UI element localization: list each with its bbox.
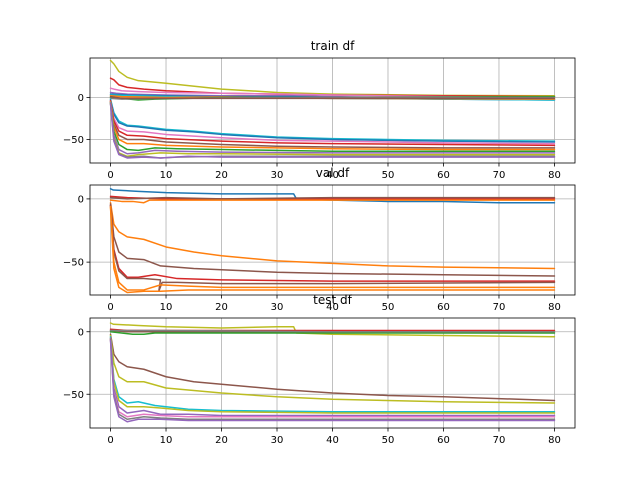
series-line-3 [109,196,556,200]
series-line-17 [109,101,556,152]
x-tick-label: 30 [271,302,284,313]
x-tick-label: 60 [437,302,450,313]
x-tick-label: 20 [215,435,228,446]
panel-title: test df [313,293,352,307]
x-tick-label: 40 [326,302,339,313]
series-line-9 [109,337,556,414]
x-tick-label: 20 [215,170,228,181]
x-tick-label: 80 [548,435,561,446]
x-tick-label: 70 [493,435,506,446]
series-line-4 [109,199,556,204]
x-tick-label: 30 [271,435,284,446]
series-line-7 [109,334,556,404]
y-tick-label: 0 [78,194,84,205]
y-tick-label: −50 [63,390,84,401]
series-line-3 [109,87,556,99]
x-tick-label: 50 [382,302,395,313]
x-tick-label: 80 [548,302,561,313]
x-tick-label: 10 [160,302,173,313]
panel-title: train df [311,39,355,53]
x-tick-label: 20 [215,302,228,313]
x-tick-label: 40 [326,170,339,181]
series-line-6 [109,203,556,277]
series-line-10 [109,95,556,100]
series-line-10 [109,207,556,294]
series-line-15 [109,100,556,149]
series-group [109,59,556,159]
x-tick-label: 70 [493,170,506,181]
series-line-4 [109,331,556,335]
x-tick-label: 30 [271,170,284,181]
chart-panel-3: 0 10 20 30 40 50 60 70 80 0 −50 test df [63,293,576,446]
series-line-21 [109,103,556,159]
series-line-9 [109,205,556,291]
x-tick-label: 50 [382,435,395,446]
series-line-6 [109,333,556,402]
y-tick-label: −50 [63,135,84,146]
series-line-11 [109,98,556,142]
series-line-8 [109,336,556,413]
series-line-16 [109,100,556,151]
panel-title: val df [316,166,350,180]
series-line-5 [109,329,556,333]
series-line-14 [109,100,556,147]
series-line-13 [109,100,556,145]
series-line-1 [109,188,556,204]
series-group [109,188,556,294]
series-line-18 [109,101,556,155]
x-tick-label: 0 [107,170,113,181]
series-line-1 [109,322,556,338]
x-tick-label: 60 [437,170,450,181]
series-line-5 [109,201,556,270]
chart-panel-1: 0 10 20 30 40 50 60 70 80 0 −50 train df [63,39,576,181]
y-tick-label: −50 [63,258,84,269]
y-tick-label: 0 [78,327,84,338]
x-tick-label: 0 [107,302,113,313]
series-line-12 [109,99,556,143]
x-tick-label: 40 [326,435,339,446]
series-line-13 [109,339,556,423]
x-tick-label: 0 [107,435,113,446]
x-tick-label: 80 [548,170,561,181]
x-tick-label: 70 [493,302,506,313]
chart-panel-2: 0 10 20 30 40 50 60 70 80 0 −50 val df [63,166,576,313]
x-tick-label: 10 [160,170,173,181]
x-tick-label: 10 [160,435,173,446]
x-tick-label: 60 [437,435,450,446]
y-tick-label: 0 [78,93,84,104]
x-tick-label: 50 [382,170,395,181]
series-group [109,322,556,423]
series-line-10 [109,337,556,417]
